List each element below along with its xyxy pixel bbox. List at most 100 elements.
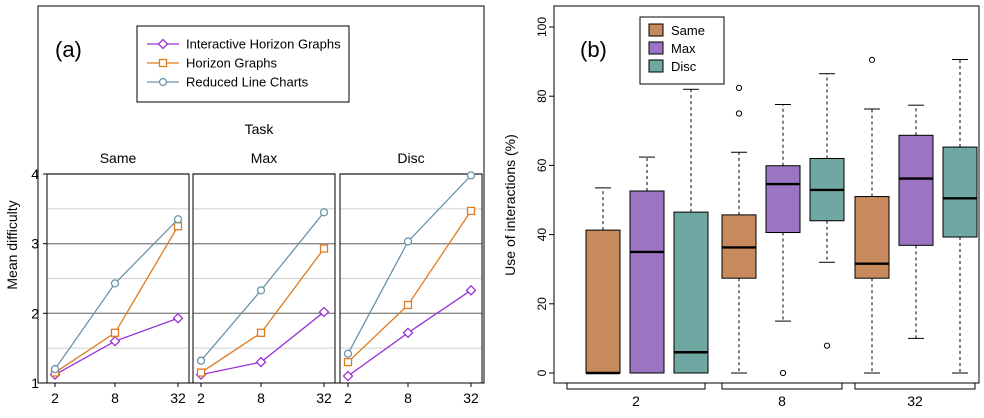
x-bracket — [854, 383, 976, 390]
series-line — [54, 317, 179, 376]
data-point — [196, 368, 206, 377]
legend-marker — [158, 77, 168, 87]
outlier — [735, 110, 743, 117]
series-line — [347, 174, 472, 355]
y-tick-label: 20 — [535, 297, 549, 311]
facet-frame — [339, 173, 483, 384]
x-category-label: 32 — [907, 393, 923, 409]
data-point — [110, 279, 120, 288]
legend-entry: Max — [671, 41, 696, 56]
y-tick-label: 2 — [31, 305, 39, 321]
outlier — [779, 369, 787, 377]
x-tick-label: 2 — [197, 390, 205, 406]
panel-b-label: (b) — [580, 37, 607, 62]
data-point — [318, 306, 330, 318]
data-point — [466, 206, 476, 216]
box-max — [898, 104, 934, 339]
data-point — [110, 328, 120, 337]
series-line — [54, 218, 179, 370]
x-tick-label: 32 — [170, 390, 186, 406]
box-body — [898, 134, 934, 246]
y-tick-label: 80 — [535, 89, 549, 103]
legend-entry: Horizon Graphs — [186, 56, 278, 71]
data-point — [172, 312, 184, 324]
panel-a: (a) Interactive Horizon Graphs Horizon Gr… — [4, 5, 485, 406]
box-same — [721, 84, 757, 374]
panel-b-y-axis: 0 20 40 60 80 100 — [535, 17, 554, 376]
panel-b-frame — [553, 5, 980, 384]
box-body — [629, 190, 665, 374]
box-body — [673, 211, 709, 374]
panel-b-x-axis: 2 8 32 — [566, 383, 976, 409]
legend-swatch — [648, 23, 664, 37]
legend-swatch — [648, 41, 664, 55]
data-point — [343, 349, 353, 358]
box-same — [585, 187, 621, 375]
legend-swatch — [648, 59, 664, 73]
data-point — [173, 215, 183, 224]
data-point — [402, 327, 414, 339]
panel-b-boxes — [585, 56, 978, 377]
data-point — [256, 328, 266, 337]
panel-a-y-axis: 1 2 3 4 — [31, 166, 48, 391]
x-tick-label: 2 — [51, 390, 59, 406]
y-tick-label: 40 — [535, 228, 549, 242]
x-tick-label: 8 — [257, 390, 265, 406]
series-line — [347, 210, 472, 363]
facet-max: Max 2 8 32 — [192, 150, 336, 406]
data-point — [465, 284, 477, 296]
panel-a-legend-box — [136, 25, 350, 103]
y-tick-label: 1 — [31, 375, 39, 391]
x-tick-label: 32 — [316, 390, 332, 406]
data-point — [173, 222, 183, 231]
y-tick-label: 100 — [535, 17, 549, 37]
box-group-2 — [585, 88, 709, 375]
box-max — [629, 156, 665, 374]
data-point — [403, 300, 413, 310]
facet-disc: Disc 2 8 32 — [339, 150, 483, 406]
box-disc — [673, 88, 709, 374]
legend-marker — [158, 58, 168, 68]
x-category-label: 8 — [778, 393, 786, 409]
panel-a-y-axis-label: Mean difficulty — [4, 200, 20, 289]
y-tick-label: 4 — [31, 166, 39, 182]
facet-frame — [192, 173, 336, 384]
panel-b: (b) Use of interactions (%) 0 20 40 60 80 100… — [502, 5, 980, 409]
box-body — [854, 196, 890, 279]
legend-marker — [157, 38, 169, 50]
outlier — [868, 56, 876, 63]
series-line — [54, 225, 179, 374]
legend-entry: Same — [671, 23, 705, 38]
data-point — [319, 208, 329, 217]
facets: Same 2 8 32 Max 2 8 32 Disc 2 8 32 — [46, 150, 483, 406]
facet-label: Disc — [397, 150, 424, 166]
legend-entry: Reduced Line Charts — [186, 75, 309, 90]
box-body — [585, 229, 621, 374]
box-body — [942, 146, 978, 238]
facet-label: Same — [100, 150, 137, 166]
data-point — [109, 335, 121, 347]
data-point — [342, 370, 354, 382]
panel-a-legend: Interactive Horizon Graphs Horizon Graphs… — [147, 37, 341, 90]
data-point — [466, 171, 476, 180]
x-tick-label: 32 — [463, 390, 479, 406]
data-point — [343, 357, 353, 367]
data-point — [319, 244, 329, 253]
outlier — [735, 84, 743, 91]
x-tick-label: 8 — [111, 390, 119, 406]
panel-b-y-axis-label: Use of interactions (%) — [502, 134, 518, 276]
x-bracket — [566, 383, 706, 390]
facet-title: Task — [245, 121, 275, 137]
y-tick-label: 3 — [31, 236, 39, 252]
facet-label: Max — [251, 150, 277, 166]
box-group-32 — [854, 56, 978, 374]
box-same — [854, 56, 890, 374]
y-tick-label: 0 — [535, 369, 549, 376]
panel-b-legend: Same Max Disc — [648, 23, 705, 74]
outlier — [823, 342, 831, 349]
legend-entry: Interactive Horizon Graphs — [186, 37, 341, 52]
x-tick-label: 2 — [344, 390, 352, 406]
x-bracket — [721, 383, 843, 390]
panel-a-label: (a) — [55, 37, 82, 62]
